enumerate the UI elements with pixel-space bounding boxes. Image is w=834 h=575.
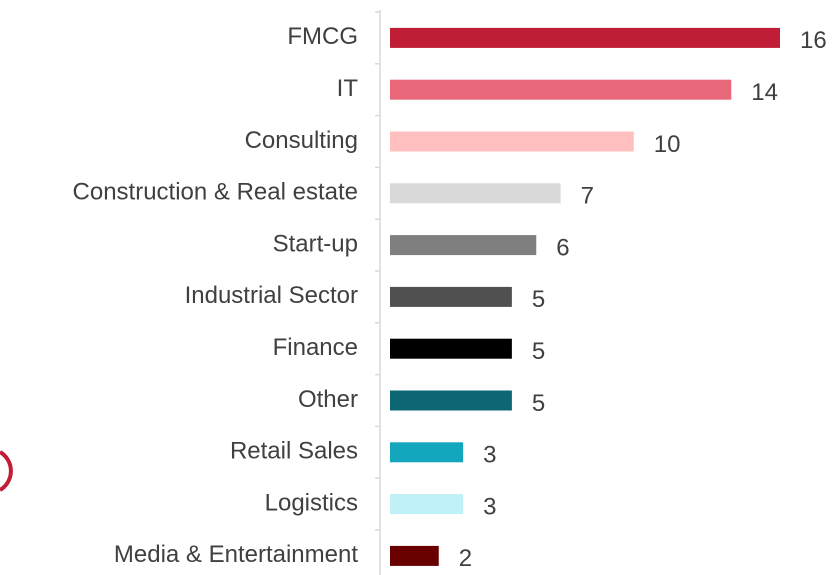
bar [390,442,464,463]
value-label: 5 [532,390,545,417]
bar [390,27,780,48]
value-label: 5 [532,338,545,365]
category-label: Construction & Real estate [73,179,358,206]
value-label: 10 [654,131,681,158]
bar [390,131,634,152]
bar [390,79,732,100]
value-label: 3 [483,493,496,520]
value-label: 3 [483,442,496,469]
value-label: 6 [556,234,569,261]
value-label: 5 [532,286,545,313]
category-label: Finance [273,334,358,361]
category-label: Start-up [273,230,358,257]
category-label: Logistics [265,489,358,516]
value-label: 7 [581,183,594,210]
bar [390,338,512,359]
bar [390,545,439,566]
category-label: Retail Sales [230,438,358,465]
bar [390,286,512,307]
category-label: FMCG [287,23,358,50]
category-label: Other [298,386,358,413]
value-label: 2 [459,545,472,572]
category-label: IT [337,75,359,102]
category-label: Media & Entertainment [114,541,358,568]
bar [390,494,464,515]
bar [390,183,561,204]
value-label: 14 [751,79,778,106]
logo-fragment [0,450,13,492]
bar [390,235,537,256]
category-label: Industrial Sector [185,282,358,309]
bar [390,390,512,411]
category-label: Consulting [245,127,358,154]
value-label: 16 [800,27,827,54]
